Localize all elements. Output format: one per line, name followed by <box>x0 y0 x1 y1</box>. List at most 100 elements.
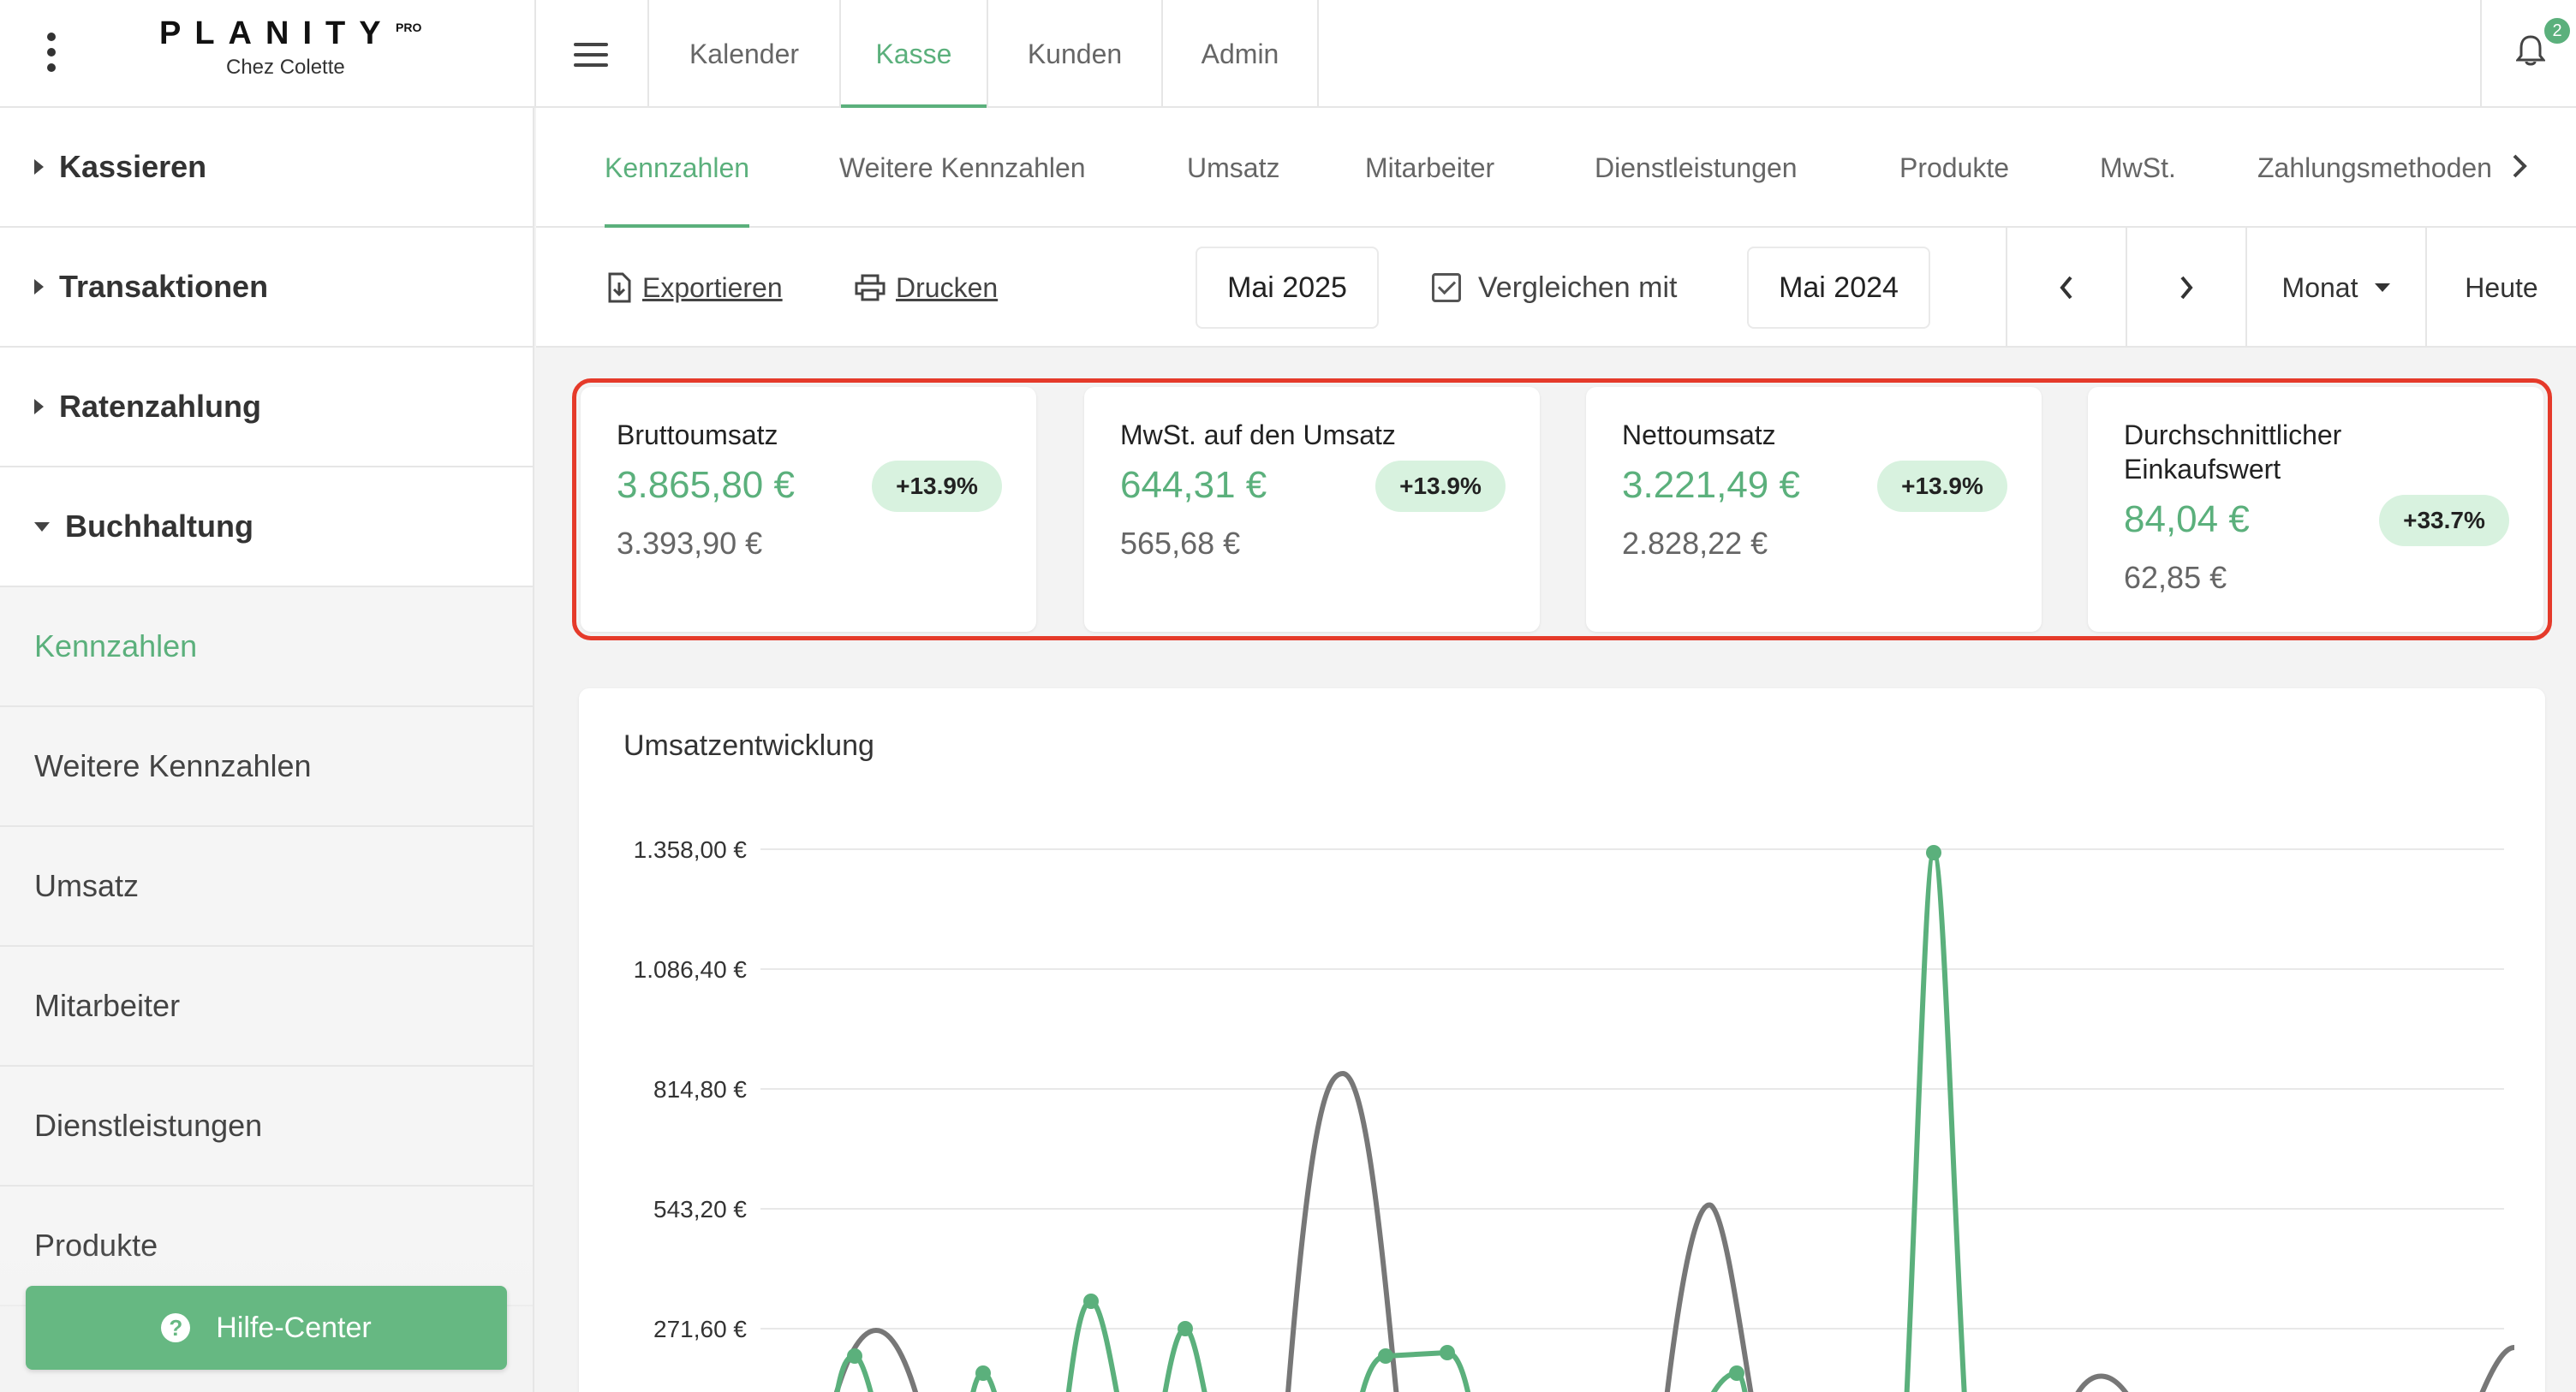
kpi-previous-value: 3.393,90 € <box>617 526 763 561</box>
today-button[interactable]: Heute <box>2425 228 2576 348</box>
data-point <box>1440 1345 1455 1360</box>
current-series-line <box>834 849 1967 1392</box>
caret-down-icon <box>34 521 50 532</box>
kpi-title: Bruttoumsatz <box>617 419 778 450</box>
y-tick-label: 1.086,40 € <box>634 956 748 983</box>
compare-period-selector[interactable]: Mai 2024 <box>1747 247 1930 329</box>
brand-logo: PLANITY PRO Chez Colette <box>159 15 425 80</box>
notification-count-badge: 2 <box>2542 15 2573 46</box>
kpi-previous-value: 565,68 € <box>1120 526 1241 561</box>
print-label: Drucken <box>896 271 999 303</box>
toolbar: Exportieren Drucken Mai 2025 Vergleichen… <box>536 228 2576 348</box>
kpi-previous-value: 2.828,22 € <box>1622 526 1768 561</box>
tab-kasse[interactable]: Kasse <box>839 0 987 108</box>
brand-name: PLANITY <box>159 15 395 51</box>
sidebar-item-ratenzahlung[interactable]: Ratenzahlung <box>0 348 533 467</box>
kpi-change-badge: +33.7% <box>2379 495 2509 546</box>
kpi-card-mwst: MwSt. auf den Umsatz 644,31 € 565,68 € +… <box>1084 387 1540 632</box>
kpi-title: Nettoumsatz <box>1622 419 1776 450</box>
top-bar: PLANITY PRO Chez Colette Kalender Kasse … <box>0 0 2576 108</box>
notifications[interactable]: 2 <box>2480 0 2576 108</box>
data-point <box>1378 1348 1393 1364</box>
print-button[interactable]: Drucken <box>855 228 998 348</box>
kpi-change-badge: +13.9% <box>1877 461 2007 512</box>
subtab-weitere-kennzahlen[interactable]: Weitere Kennzahlen <box>839 152 1086 183</box>
subtab-umsatz[interactable]: Umsatz <box>1187 152 1280 183</box>
kpi-card-nettoumsatz: Nettoumsatz 3.221,49 € 2.828,22 € +13.9% <box>1586 387 2042 632</box>
export-icon <box>608 272 631 303</box>
kpi-card-bruttoumsatz: Bruttoumsatz 3.865,80 € 3.393,90 € +13.9… <box>581 387 1036 632</box>
kpi-value: 644,31 € <box>1120 464 1267 506</box>
salon-name: Chez Colette <box>226 56 345 79</box>
range-label: Monat <box>2281 271 2358 303</box>
more-options-icon[interactable] <box>41 33 62 75</box>
kpi-title: Durchschnittlicher Einkaufswert <box>2124 419 2342 485</box>
sub-tabs: Kennzahlen Weitere Kennzahlen Umsatz Mit… <box>536 108 2576 228</box>
next-period-button[interactable] <box>2126 228 2245 348</box>
previous-period-button[interactable] <box>2006 228 2126 348</box>
sidebar-item-label: Kassieren <box>59 149 207 184</box>
compare-toggle[interactable]: Vergleichen mit <box>1432 228 1677 348</box>
export-button[interactable]: Exportieren <box>606 228 783 348</box>
sidebar-item-mitarbeiter[interactable]: Mitarbeiter <box>0 947 533 1067</box>
sidebar-item-label: Transaktionen <box>59 269 269 304</box>
chevron-left-icon <box>2060 276 2072 300</box>
tab-kalender[interactable]: Kalender <box>647 0 839 108</box>
sidebar-item-weitere-kennzahlen[interactable]: Weitere Kennzahlen <box>0 707 533 827</box>
y-tick-label: 814,80 € <box>653 1076 747 1103</box>
sidebar-item-label: Buchhaltung <box>65 509 253 544</box>
kpi-value: 84,04 € <box>2124 498 2250 540</box>
y-tick-label: 543,20 € <box>653 1196 747 1222</box>
highlight-frame <box>572 378 2552 640</box>
menu-icon[interactable] <box>574 43 608 67</box>
y-tick-label: 1.358,00 € <box>634 836 748 863</box>
data-point <box>1083 1294 1099 1309</box>
subtab-zahlungsmethoden[interactable]: Zahlungsmethoden <box>2257 152 2492 183</box>
checkbox-checked-icon[interactable] <box>1432 273 1461 302</box>
chart-title: Umsatzentwicklung <box>623 729 874 762</box>
kpi-card-durchschnittlicher-einkaufswert: Durchschnittlicher Einkaufswert 84,04 € … <box>2088 387 2543 632</box>
data-point <box>1926 845 1941 860</box>
data-point <box>1178 1321 1193 1336</box>
bell-icon[interactable] <box>2516 34 2545 67</box>
help-center-label: Hilfe-Center <box>216 1311 372 1344</box>
sidebar-item-kennzahlen[interactable]: Kennzahlen <box>0 587 533 707</box>
subtab-mwst[interactable]: MwSt. <box>2100 152 2176 183</box>
caret-down-icon <box>2375 283 2391 292</box>
caret-right-icon <box>34 399 44 414</box>
caret-right-icon <box>34 159 44 175</box>
data-point <box>847 1348 862 1364</box>
sidebar-item-transaktionen[interactable]: Transaktionen <box>0 228 533 348</box>
subtab-dienstleistungen[interactable]: Dienstleistungen <box>1595 152 1798 183</box>
kpi-value: 3.221,49 € <box>1622 464 1800 506</box>
revenue-chart-card: Umsatzentwicklung 1.358,00 € 1.086,40 € 81… <box>579 688 2545 1392</box>
tab-kunden[interactable]: Kunden <box>987 0 1161 108</box>
data-point <box>1729 1365 1744 1381</box>
export-label: Exportieren <box>642 271 783 303</box>
revenue-chart: 1.358,00 € 1.086,40 € 814,80 € 543,20 € 271,… <box>634 836 2515 1392</box>
brand-pro-label: PRO <box>396 21 422 34</box>
divider <box>534 0 536 108</box>
sidebar-item-umsatz[interactable]: Umsatz <box>0 827 533 947</box>
caret-right-icon <box>34 279 44 294</box>
subtab-produkte[interactable]: Produkte <box>1899 152 2010 183</box>
sidebar-item-dienstleistungen[interactable]: Dienstleistungen <box>0 1067 533 1187</box>
tab-admin[interactable]: Admin <box>1161 0 1319 108</box>
kpi-change-badge: +13.9% <box>1375 461 1506 512</box>
chevron-right-icon[interactable] <box>2509 151 2530 181</box>
range-dropdown[interactable]: Monat <box>2245 228 2425 348</box>
period-selector[interactable]: Mai 2025 <box>1196 247 1379 329</box>
sidebar-item-label: Ratenzahlung <box>59 389 262 424</box>
sidebar-item-buchhaltung[interactable]: Buchhaltung <box>0 467 533 587</box>
subtab-kennzahlen[interactable]: Kennzahlen <box>605 108 750 228</box>
question-icon: ? <box>161 1313 191 1342</box>
printer-icon <box>855 274 886 301</box>
subtab-mitarbeiter[interactable]: Mitarbeiter <box>1365 152 1495 183</box>
compare-label: Vergleichen mit <box>1478 271 1678 304</box>
sidebar-item-kassieren[interactable]: Kassieren <box>0 108 533 228</box>
kpi-value: 3.865,80 € <box>617 464 795 506</box>
help-center-button[interactable]: ? Hilfe-Center <box>26 1286 507 1370</box>
kpi-change-badge: +13.9% <box>872 461 1002 512</box>
chevron-right-icon <box>2180 276 2193 300</box>
kpi-previous-value: 62,85 € <box>2124 560 2227 595</box>
